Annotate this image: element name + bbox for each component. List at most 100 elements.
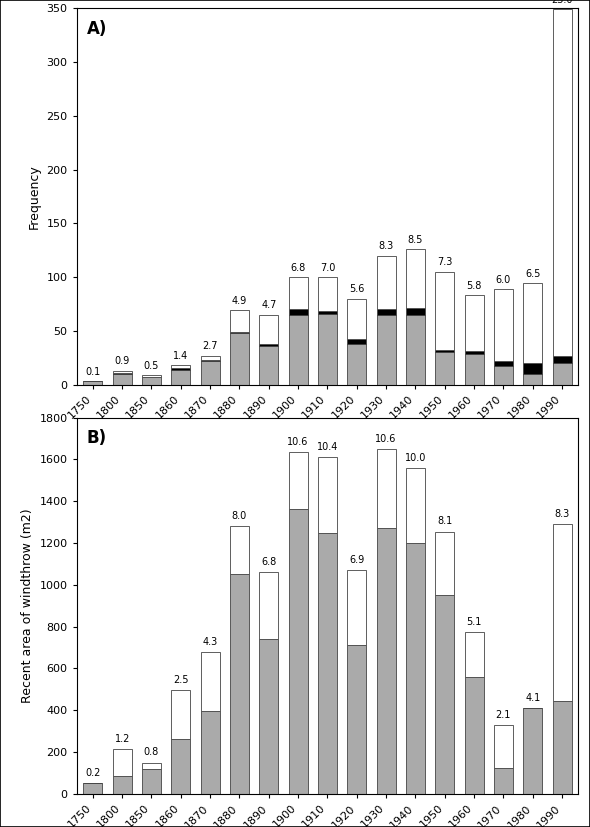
Text: 8.3: 8.3 — [378, 241, 394, 251]
Bar — [523, 374, 542, 385]
Bar — [259, 315, 278, 344]
Bar — [435, 595, 454, 794]
Bar — [435, 271, 454, 350]
Text: A): A) — [87, 20, 107, 37]
Text: 4.7: 4.7 — [261, 300, 277, 310]
Text: 8.0: 8.0 — [232, 511, 247, 521]
Bar — [289, 509, 307, 794]
Bar — [464, 351, 484, 355]
Bar — [348, 571, 366, 646]
Bar — [494, 361, 513, 366]
Bar — [553, 356, 572, 363]
Text: 5.1: 5.1 — [467, 617, 482, 627]
Bar — [201, 361, 219, 385]
Y-axis label: Recent area of windthrow (m2): Recent area of windthrow (m2) — [21, 509, 34, 703]
Bar — [464, 676, 484, 794]
Bar — [464, 295, 484, 351]
Bar — [348, 339, 366, 344]
Bar — [406, 543, 425, 794]
Bar — [376, 315, 396, 385]
Bar — [494, 366, 513, 385]
Bar — [259, 344, 278, 346]
Text: 5.6: 5.6 — [349, 284, 365, 294]
Bar — [259, 572, 278, 639]
Text: 10.6: 10.6 — [287, 437, 309, 447]
Bar — [406, 468, 425, 543]
Text: 8.1: 8.1 — [437, 516, 453, 526]
Bar — [553, 9, 572, 356]
Bar — [142, 377, 161, 385]
Bar — [142, 769, 161, 794]
Text: 8.3: 8.3 — [555, 509, 570, 519]
Bar — [201, 652, 219, 711]
Bar — [230, 526, 249, 575]
Bar — [113, 749, 132, 777]
Text: 2.7: 2.7 — [202, 342, 218, 351]
Text: 23.0: 23.0 — [551, 0, 573, 5]
Bar — [171, 366, 191, 369]
Text: 4.9: 4.9 — [232, 296, 247, 306]
Text: 2.1: 2.1 — [496, 710, 511, 719]
Bar — [406, 308, 425, 315]
Bar — [348, 344, 366, 385]
Bar — [83, 381, 102, 385]
Text: 7.0: 7.0 — [320, 263, 335, 273]
Bar — [259, 346, 278, 385]
Text: 6.8: 6.8 — [261, 557, 277, 567]
Bar — [318, 312, 337, 313]
Y-axis label: Frequency: Frequency — [28, 164, 41, 229]
Bar — [113, 370, 132, 373]
Bar — [142, 762, 161, 769]
Bar — [348, 646, 366, 794]
Text: 5.8: 5.8 — [467, 281, 482, 291]
Bar — [376, 256, 396, 309]
Bar — [83, 783, 102, 794]
Bar — [553, 701, 572, 794]
Bar — [230, 310, 249, 332]
Text: 0.8: 0.8 — [144, 748, 159, 758]
Text: 10.6: 10.6 — [375, 434, 397, 444]
Bar — [113, 373, 132, 374]
Text: 10.0: 10.0 — [405, 452, 426, 462]
Bar — [318, 277, 337, 312]
Text: 0.1: 0.1 — [85, 367, 100, 377]
Bar — [523, 284, 542, 363]
Bar — [171, 370, 191, 385]
Bar — [523, 363, 542, 374]
Bar — [171, 369, 191, 370]
Text: 4.3: 4.3 — [202, 637, 218, 647]
Bar — [435, 350, 454, 352]
Text: 0.5: 0.5 — [144, 361, 159, 370]
Bar — [230, 333, 249, 385]
Text: 6.8: 6.8 — [290, 263, 306, 273]
Text: 6.9: 6.9 — [349, 555, 365, 565]
Bar — [494, 767, 513, 794]
Bar — [464, 632, 484, 676]
Bar — [406, 315, 425, 385]
Bar — [435, 532, 454, 595]
Text: 6.0: 6.0 — [496, 275, 511, 284]
Text: 7.3: 7.3 — [437, 257, 453, 267]
Bar — [318, 533, 337, 794]
Bar — [494, 725, 513, 767]
Text: 0.2: 0.2 — [85, 768, 100, 778]
Text: 0.9: 0.9 — [114, 356, 130, 366]
Bar — [113, 374, 132, 385]
Bar — [289, 309, 307, 315]
Bar — [171, 691, 191, 739]
Bar — [464, 355, 484, 385]
Text: 1.4: 1.4 — [173, 351, 188, 361]
Text: 10.4: 10.4 — [317, 442, 338, 452]
Bar — [376, 449, 396, 528]
Text: 8.5: 8.5 — [408, 235, 423, 245]
Bar — [259, 639, 278, 794]
Text: B): B) — [87, 429, 107, 447]
Bar — [289, 315, 307, 385]
Bar — [201, 360, 219, 361]
Bar — [553, 363, 572, 385]
Bar — [494, 289, 513, 361]
Bar — [553, 524, 572, 701]
Bar — [348, 299, 366, 339]
Text: 1.2: 1.2 — [114, 734, 130, 743]
Bar — [318, 457, 337, 533]
